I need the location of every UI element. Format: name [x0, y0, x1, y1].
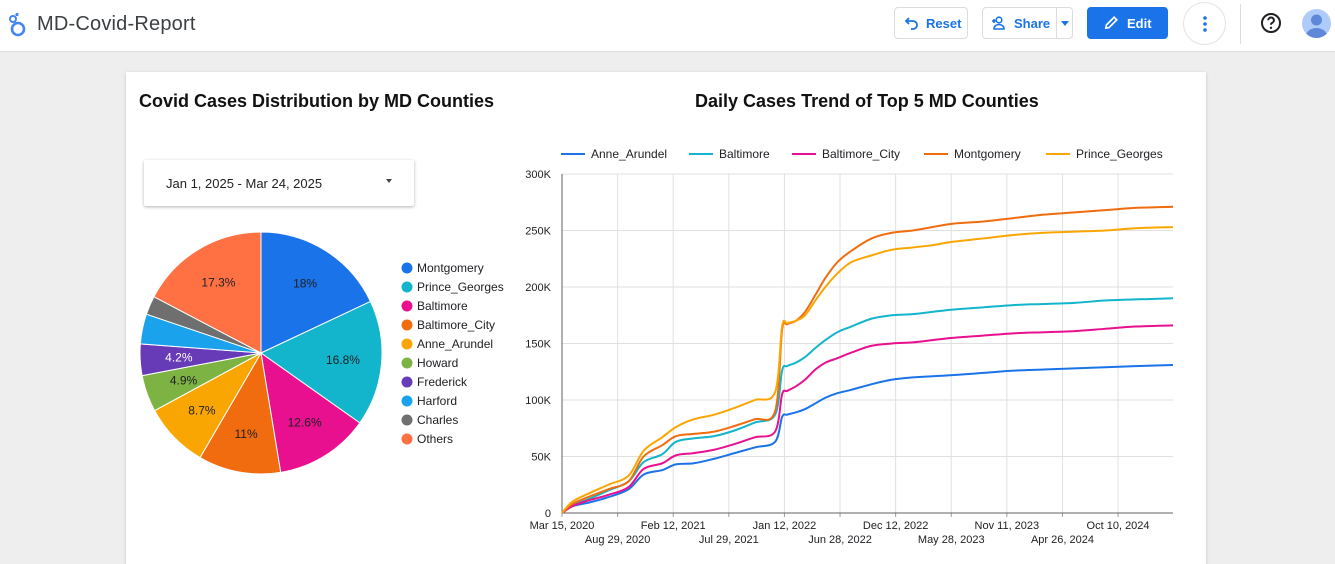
share-dropdown-button[interactable]	[1056, 7, 1073, 39]
y-tick-label: 100K	[525, 395, 551, 407]
share-button[interactable]: Share	[982, 7, 1057, 39]
date-range-value: Jan 1, 2025 - Mar 24, 2025	[166, 176, 323, 191]
edit-button[interactable]: Edit	[1087, 7, 1168, 39]
legend-swatch	[401, 357, 413, 369]
legend-item[interactable]: Prince_Georges	[417, 280, 504, 294]
top-bar: MD-Covid-Report Reset Share Edit	[0, 0, 1335, 52]
pie-slice-baltimore-city[interactable]	[199, 351, 282, 475]
pie-chart-title: Covid Cases Distribution by MD Counties	[139, 91, 495, 111]
y-tick-label: 150K	[525, 339, 551, 351]
pie-slice-baltimore[interactable]	[260, 351, 361, 473]
pie-slice-label: 16.8%	[326, 353, 360, 367]
add-person-icon	[991, 15, 1007, 31]
x-tick-label: Apr 26, 2024	[1031, 534, 1094, 546]
x-tick-label: Oct 10, 2024	[1087, 520, 1150, 532]
undo-icon	[903, 15, 919, 31]
y-tick-label: 50K	[531, 452, 551, 464]
x-tick-label: Feb 12, 2021	[641, 520, 706, 532]
reset-label: Reset	[926, 15, 962, 31]
legend-swatch	[401, 262, 413, 274]
legend-item[interactable]: Frederick	[417, 375, 468, 389]
date-range-filter[interactable]: Jan 1, 2025 - Mar 24, 2025	[144, 160, 414, 206]
caret-down-icon	[1060, 20, 1069, 26]
legend-swatch	[401, 300, 413, 312]
legend-item[interactable]: Prince_Georges	[1076, 147, 1163, 161]
x-tick-label: Jul 29, 2021	[699, 534, 759, 546]
series-line-prince-georges[interactable]	[561, 226, 1174, 514]
legend-item[interactable]: Baltimore_City	[822, 147, 900, 161]
x-tick-label: Jun 28, 2022	[808, 534, 872, 546]
legend-item[interactable]: Howard	[417, 356, 458, 370]
y-tick-label: 300K	[525, 169, 551, 181]
pie-slice-label: 8.7%	[188, 403, 216, 417]
more-vert-icon	[1202, 15, 1207, 32]
more-options-button[interactable]	[1183, 2, 1226, 45]
legend-item[interactable]: Others	[417, 432, 453, 446]
legend-swatch	[401, 414, 413, 426]
pie-slice-label: 18%	[293, 277, 317, 291]
y-tick-label: 200K	[525, 282, 551, 294]
series-line-baltimore-city[interactable]	[561, 324, 1174, 514]
reset-button[interactable]: Reset	[894, 7, 968, 39]
share-label: Share	[1014, 15, 1051, 31]
pencil-icon	[1104, 15, 1120, 31]
x-tick-label: Mar 15, 2020	[530, 520, 595, 532]
pie-chart[interactable]: 18% 16.8% 12.6% 11% 8.7% 4.9% 4.2% 17.3% Montgom…	[130, 225, 650, 525]
x-tick-label: Jan 12, 2022	[753, 520, 817, 532]
legend-swatch	[401, 281, 413, 293]
legend-item[interactable]: Anne_Arundel	[417, 337, 493, 351]
series-line-montgomery[interactable]	[561, 205, 1174, 514]
legend-swatch	[401, 338, 413, 350]
report-title[interactable]: MD-Covid-Report	[37, 13, 196, 35]
x-tick-label: May 28, 2023	[918, 534, 985, 546]
edit-label: Edit	[1127, 15, 1152, 31]
pie-slice-label: 12.6%	[288, 416, 322, 430]
avatar[interactable]	[1302, 9, 1331, 38]
series-line-anne-arundel[interactable]	[561, 363, 1174, 514]
pie-slice-label: 4.2%	[165, 351, 193, 365]
line-chart[interactable]: 0 50K 100K 150K 200K 250K 300K Mar 15, 2020 Aug …	[520, 140, 1200, 560]
x-tick-label: Nov 11, 2023	[975, 520, 1040, 532]
pie-slice-label: 17.3%	[201, 276, 235, 290]
y-tick-label: 0	[545, 508, 551, 520]
legend-swatch	[401, 376, 413, 388]
legend-item[interactable]: Baltimore_City	[417, 318, 495, 332]
help-icon[interactable]	[1259, 11, 1283, 35]
legend-swatch	[401, 433, 413, 445]
pie-slice-montgomery[interactable]	[260, 231, 372, 354]
line-chart-title: Daily Cases Trend of Top 5 MD Counties	[695, 91, 1039, 111]
x-tick-label: Dec 12, 2022	[863, 520, 928, 532]
legend-item[interactable]: Baltimore	[417, 299, 468, 313]
legend-swatch	[401, 395, 413, 407]
toolbar-divider	[1240, 4, 1241, 44]
y-tick-label: 250K	[525, 226, 551, 238]
legend-item[interactable]: Montgomery	[417, 261, 484, 275]
legend-item[interactable]: Anne_Arundel	[591, 147, 667, 161]
looker-studio-logo-icon[interactable]	[6, 12, 26, 38]
legend-item[interactable]: Harford	[417, 394, 457, 408]
pie-slice-label: 4.9%	[170, 374, 198, 388]
series-line-baltimore[interactable]	[561, 297, 1174, 514]
avatar-icon	[1305, 14, 1328, 38]
pie-slice-prince-georges[interactable]	[260, 300, 383, 424]
pie-slice-others[interactable]	[153, 231, 262, 354]
legend-item[interactable]: Charles	[417, 413, 458, 427]
x-tick-label: Aug 29, 2020	[585, 534, 650, 546]
legend-swatch	[401, 319, 413, 331]
legend-item[interactable]: Baltimore	[719, 147, 770, 161]
pie-slice-label: 11%	[235, 427, 258, 441]
legend-item[interactable]: Montgomery	[954, 147, 1021, 161]
caret-down-icon	[386, 179, 392, 183]
